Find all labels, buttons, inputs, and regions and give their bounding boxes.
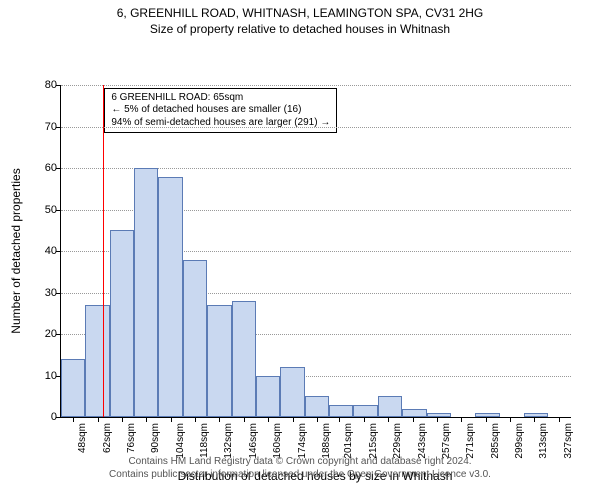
histogram-bar [378, 396, 402, 417]
ytick-label: 30 [45, 287, 61, 299]
footer-line2: Contains public sector information licen… [0, 469, 600, 482]
xtick-mark [171, 417, 172, 422]
histogram-bar [427, 413, 451, 417]
xtick-label: 201sqm [343, 423, 354, 459]
xtick-mark [534, 417, 535, 422]
histogram-bar [475, 413, 499, 417]
histogram-bar [61, 359, 85, 417]
xtick-label: 285sqm [490, 423, 501, 459]
xtick-label: 188sqm [321, 423, 332, 459]
xtick-mark [146, 417, 147, 422]
xtick-mark [317, 417, 318, 422]
histogram-bar [353, 405, 377, 417]
xtick-label: 299sqm [514, 423, 525, 459]
chart-title-address: 6, GREENHILL ROAD, WHITNASH, LEAMINGTON … [0, 6, 600, 22]
y-axis-title: Number of detached properties [9, 168, 23, 333]
xtick-label: 118sqm [199, 423, 210, 458]
xtick-label: 160sqm [272, 423, 283, 459]
histogram-bar [305, 396, 329, 417]
histogram-bar [524, 413, 548, 417]
histogram-bar [207, 305, 231, 417]
ytick-label: 80 [45, 79, 61, 91]
histogram-bar [183, 260, 207, 418]
histogram-bar [280, 367, 304, 417]
xtick-mark [437, 417, 438, 422]
ytick-label: 70 [45, 121, 61, 133]
xtick-mark [195, 417, 196, 422]
ytick-label: 60 [45, 162, 61, 174]
xtick-label: 271sqm [465, 423, 476, 459]
xtick-mark [388, 417, 389, 422]
xtick-label: 229sqm [392, 423, 403, 459]
ytick-label: 10 [45, 370, 61, 382]
histogram-bar [134, 168, 158, 417]
gridline [61, 127, 571, 128]
xtick-label: 48sqm [77, 423, 88, 453]
chart-titles: 6, GREENHILL ROAD, WHITNASH, LEAMINGTON … [0, 0, 600, 37]
xtick-label: 257sqm [441, 423, 452, 459]
gridline [61, 85, 571, 86]
annotation-line1: 6 GREENHILL ROAD: 65sqm [111, 92, 330, 105]
xtick-label: 243sqm [417, 423, 428, 459]
xtick-mark [461, 417, 462, 422]
xtick-label: 327sqm [563, 423, 574, 459]
property-marker-line [103, 85, 104, 417]
xtick-mark [219, 417, 220, 422]
chart-subtitle: Size of property relative to detached ho… [0, 22, 600, 38]
xtick-mark [293, 417, 294, 422]
ytick-label: 40 [45, 245, 61, 257]
xtick-label: 146sqm [248, 423, 259, 459]
xtick-label: 104sqm [175, 423, 186, 459]
histogram-bar [232, 301, 256, 417]
xtick-label: 76sqm [126, 423, 137, 453]
xtick-mark [510, 417, 511, 422]
xtick-label: 313sqm [538, 423, 549, 459]
ytick-label: 0 [51, 411, 61, 423]
xtick-label: 174sqm [297, 423, 308, 459]
histogram-bar [85, 305, 109, 417]
histogram-bar [329, 405, 353, 417]
xtick-mark [486, 417, 487, 422]
histogram-bar [110, 230, 134, 417]
xtick-mark [73, 417, 74, 422]
histogram-bar [402, 409, 426, 417]
xtick-label: 62sqm [102, 423, 113, 453]
xtick-label: 132sqm [223, 423, 234, 459]
annotation-line2: ← 5% of detached houses are smaller (16) [111, 104, 330, 117]
xtick-mark [364, 417, 365, 422]
ytick-label: 50 [45, 204, 61, 216]
xtick-mark [413, 417, 414, 422]
attribution-footer: Contains HM Land Registry data © Crown c… [0, 456, 600, 481]
footer-line1: Contains HM Land Registry data © Crown c… [0, 456, 600, 469]
xtick-mark [244, 417, 245, 422]
xtick-label: 90sqm [150, 423, 161, 453]
xtick-mark [559, 417, 560, 422]
histogram-bar [158, 177, 182, 418]
histogram-bar [256, 376, 280, 418]
xtick-mark [98, 417, 99, 422]
xtick-mark [339, 417, 340, 422]
plot-area: 6 GREENHILL ROAD: 65sqm ← 5% of detached… [60, 85, 571, 418]
ytick-label: 20 [45, 328, 61, 340]
xtick-mark [268, 417, 269, 422]
xtick-label: 215sqm [368, 423, 379, 459]
xtick-mark [122, 417, 123, 422]
